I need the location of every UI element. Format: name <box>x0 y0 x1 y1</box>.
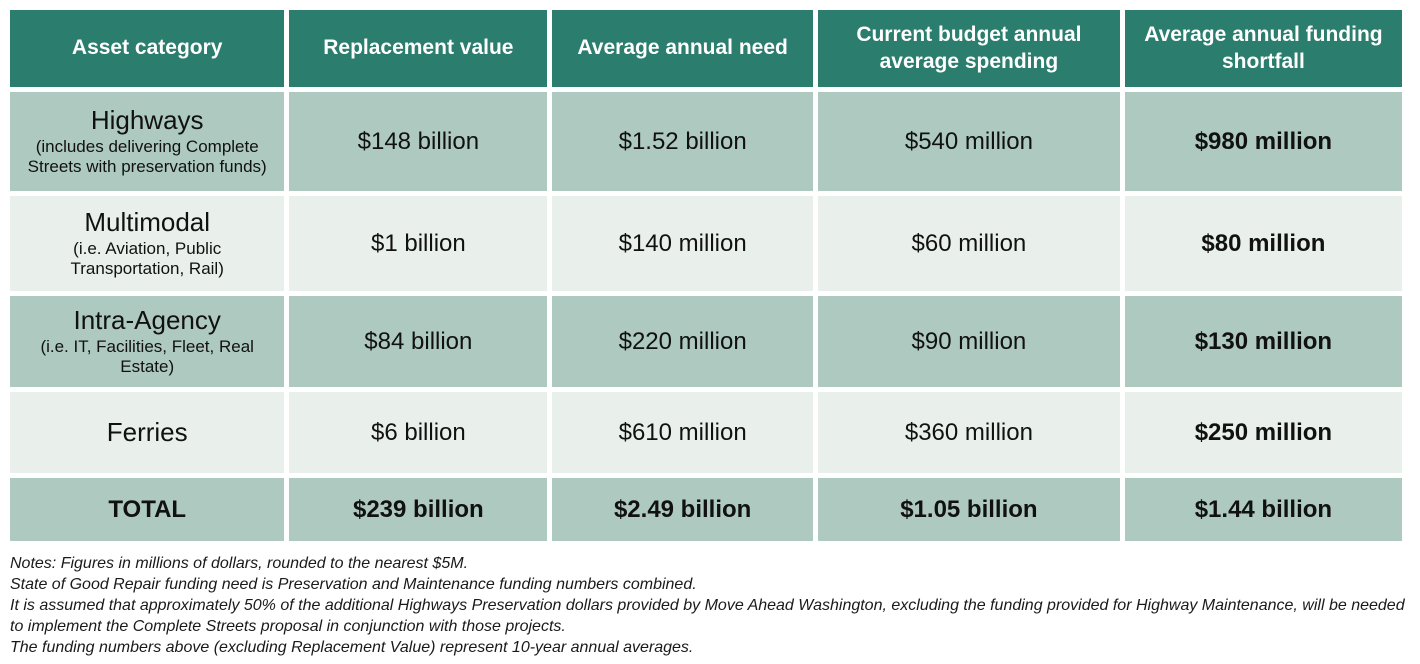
category-note: (i.e. IT, Facilities, Fleet, Real Estate… <box>40 336 254 376</box>
category-cell: Multimodal (i.e. Aviation, Public Transp… <box>10 196 285 291</box>
table-row-multimodal: Multimodal (i.e. Aviation, Public Transp… <box>10 196 1402 291</box>
current-spending-cell: $90 million <box>817 296 1120 387</box>
average-annual-need-cell: $1.52 billion <box>552 92 813 191</box>
replacement-value-cell: $1 billion <box>289 196 548 291</box>
category-note: (i.e. Aviation, Public Transportation, R… <box>70 238 224 278</box>
note-line-2: State of Good Repair funding need is Pre… <box>10 576 697 594</box>
replacement-value-cell: $6 billion <box>289 392 548 473</box>
category-cell: Ferries <box>10 392 285 473</box>
note-line-3: It is assumed that approximately 50% of … <box>10 597 1405 636</box>
table-row-intra-agency: Intra-Agency (i.e. IT, Facilities, Fleet… <box>10 296 1402 387</box>
category-name: Multimodal <box>84 207 211 237</box>
current-spending-cell: $540 million <box>817 92 1120 191</box>
funding-shortfall-cell: $250 million <box>1124 392 1402 473</box>
total-replacement-value-cell: $239 billion <box>289 478 548 541</box>
column-header-asset-category: Asset category <box>10 10 285 87</box>
total-average-annual-need-cell: $2.49 billion <box>552 478 813 541</box>
table-row-ferries: Ferries $6 billion $610 million $360 mil… <box>10 392 1402 473</box>
note-line-4: The funding numbers above (excluding Rep… <box>10 639 694 657</box>
column-header-average-annual-need: Average annual need <box>552 10 813 87</box>
category-name: Highways <box>90 105 204 135</box>
note-line-1: Notes: Figures in millions of dollars, r… <box>10 555 469 572</box>
column-header-current-spending: Current budget annual average spending <box>817 10 1120 87</box>
column-header-funding-shortfall: Average annual funding shortfall <box>1124 10 1402 87</box>
funding-shortfall-cell: $980 million <box>1124 92 1402 191</box>
header-row: Asset category Replacement value Average… <box>10 10 1402 87</box>
table-row-total: TOTAL $239 billion $2.49 billion $1.05 b… <box>10 478 1402 541</box>
asset-funding-table: Asset category Replacement value Average… <box>5 5 1407 546</box>
current-spending-cell: $60 million <box>817 196 1120 291</box>
column-header-replacement-value: Replacement value <box>289 10 548 87</box>
table-row-highways: Highways (includes delivering Complete S… <box>10 92 1402 191</box>
total-current-spending-cell: $1.05 billion <box>817 478 1120 541</box>
category-name: Ferries <box>106 416 188 447</box>
category-cell: Highways (includes delivering Complete S… <box>10 92 285 191</box>
replacement-value-cell: $84 billion <box>289 296 548 387</box>
replacement-value-cell: $148 billion <box>289 92 548 191</box>
average-annual-need-cell: $140 million <box>552 196 813 291</box>
funding-shortfall-cell: $80 million <box>1124 196 1402 291</box>
funding-shortfall-cell: $130 million <box>1124 296 1402 387</box>
footnotes: Notes: Figures in millions of dollars, r… <box>10 553 1410 659</box>
category-name: Intra-Agency <box>73 305 221 335</box>
average-annual-need-cell: $610 million <box>552 392 813 473</box>
category-cell: Intra-Agency (i.e. IT, Facilities, Fleet… <box>10 296 285 387</box>
total-label-cell: TOTAL <box>10 478 285 541</box>
category-note: (includes delivering Complete Streets wi… <box>27 136 267 176</box>
current-spending-cell: $360 million <box>817 392 1120 473</box>
average-annual-need-cell: $220 million <box>552 296 813 387</box>
total-funding-shortfall-cell: $1.44 billion <box>1124 478 1402 541</box>
